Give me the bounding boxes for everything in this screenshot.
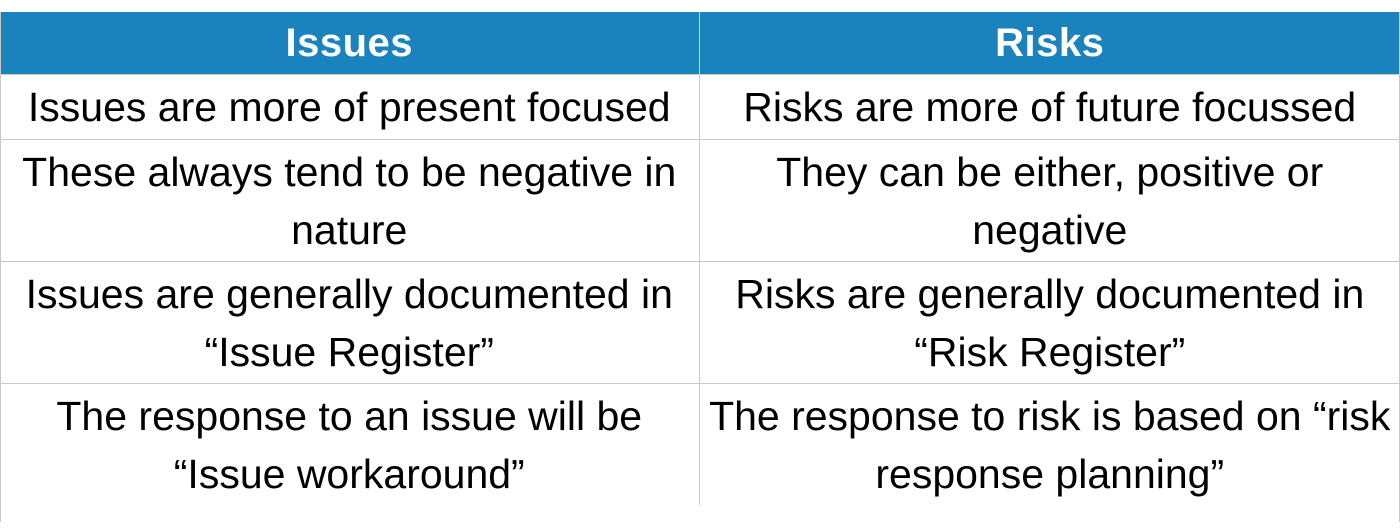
issues-vs-risks-table: Issues Risks Issues are more of present … (0, 12, 1400, 505)
table-row: Issues are generally documented in “Issu… (0, 261, 1400, 384)
risks-cell: The response to risk is based on “risk r… (699, 383, 1400, 505)
issues-cell: Issues are more of present focused (0, 74, 700, 140)
issues-cell: The response to an issue will be “Issue … (0, 383, 700, 505)
comparison-table-container: Issues Risks Issues are more of present … (0, 12, 1400, 505)
table-row: These always tend to be negative in natu… (0, 139, 1400, 262)
risks-cell: They can be either, positive or negative (699, 139, 1400, 262)
header-issues: Issues (0, 12, 700, 75)
issues-cell: Issues are generally documented in “Issu… (0, 261, 700, 384)
risks-cell: Risks are more of future focussed (699, 74, 1400, 140)
table-left-border (0, 12, 1, 522)
table-row: Issues are more of present focused Risks… (0, 74, 1400, 140)
issues-cell: These always tend to be negative in natu… (0, 139, 700, 262)
table-row: The response to an issue will be “Issue … (0, 383, 1400, 505)
header-risks: Risks (699, 12, 1400, 75)
table-header-row: Issues Risks (0, 12, 1400, 75)
risks-cell: Risks are generally documented in “Risk … (699, 261, 1400, 384)
